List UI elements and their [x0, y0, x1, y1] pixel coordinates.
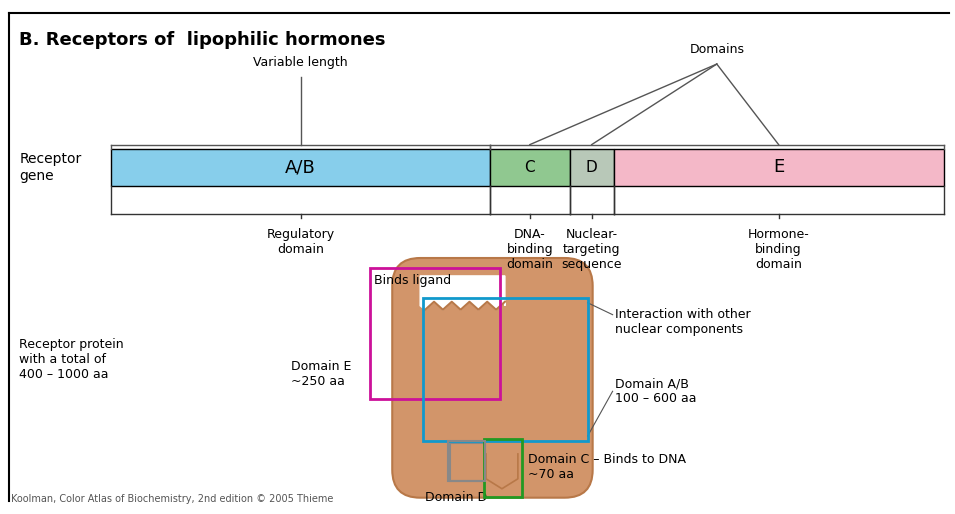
Bar — [614, 149, 944, 187]
Polygon shape — [486, 454, 518, 489]
Text: Receptor protein
with a total of
400 – 1000 aa: Receptor protein with a total of 400 – 1… — [19, 338, 124, 381]
Text: A/B: A/B — [286, 158, 316, 176]
Text: B. Receptors of  lipophilic hormones: B. Receptors of lipophilic hormones — [19, 31, 386, 49]
Bar — [111, 149, 490, 187]
Bar — [490, 149, 570, 187]
Text: Interaction with other
nuclear components: Interaction with other nuclear component… — [615, 308, 751, 336]
Text: DNA-
binding
domain: DNA- binding domain — [506, 228, 553, 271]
Text: Variable length: Variable length — [253, 56, 348, 69]
Text: Hormone-
binding
domain: Hormone- binding domain — [748, 228, 810, 271]
Polygon shape — [420, 276, 505, 310]
Text: Binds ligand: Binds ligand — [374, 274, 452, 287]
Bar — [371, 268, 499, 399]
Text: Domain D: Domain D — [426, 491, 488, 504]
FancyBboxPatch shape — [393, 258, 593, 498]
Text: Koolman, Color Atlas of Biochemistry, 2nd edition © 2005 Thieme: Koolman, Color Atlas of Biochemistry, 2n… — [11, 493, 333, 504]
Text: Domain C – Binds to DNA
~70 aa: Domain C – Binds to DNA ~70 aa — [528, 453, 686, 481]
Text: Domain E
~250 aa: Domain E ~250 aa — [290, 360, 350, 389]
Text: D: D — [585, 160, 598, 175]
Text: Receptor
gene: Receptor gene — [19, 152, 81, 182]
Text: C: C — [524, 160, 535, 175]
Bar — [448, 441, 485, 481]
Bar — [423, 298, 587, 441]
Text: Domain A/B
100 – 600 aa: Domain A/B 100 – 600 aa — [615, 377, 696, 405]
Text: Nuclear-
targeting
sequence: Nuclear- targeting sequence — [562, 228, 622, 271]
Text: Domains: Domains — [690, 43, 744, 56]
Text: Regulatory
domain: Regulatory domain — [266, 228, 334, 256]
Bar — [450, 443, 485, 481]
Bar — [484, 439, 521, 497]
Bar — [570, 149, 614, 187]
Text: E: E — [773, 158, 784, 176]
